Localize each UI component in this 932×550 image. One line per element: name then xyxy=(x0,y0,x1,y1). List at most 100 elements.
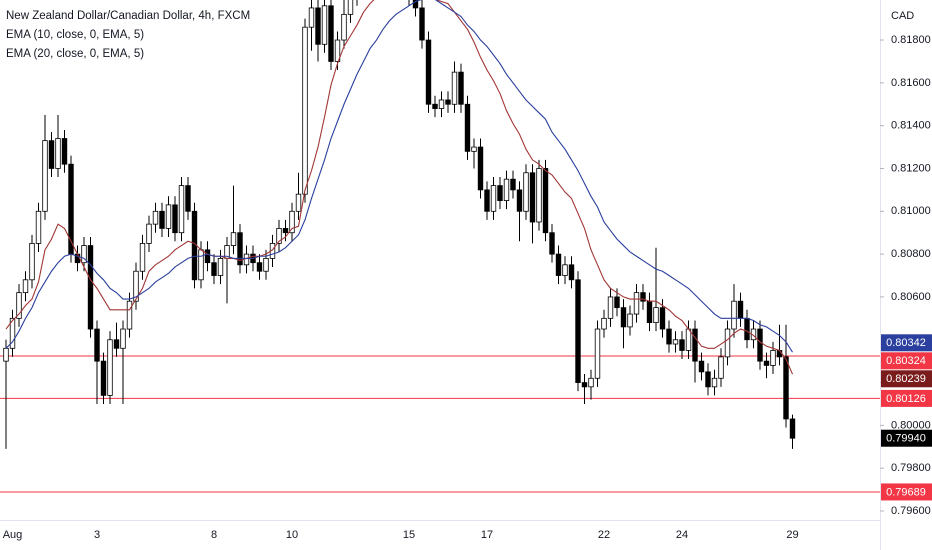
candle-body xyxy=(685,328,692,351)
candle-body xyxy=(438,99,445,109)
candle-body xyxy=(178,185,185,234)
price-marker-box xyxy=(881,352,932,370)
y-tick-label: 0.80000 xyxy=(891,419,931,431)
candle-body xyxy=(763,360,770,366)
candle-body xyxy=(217,257,224,276)
price-marker-label: 0.80239 xyxy=(886,373,926,385)
candle-body xyxy=(724,328,731,358)
candle-body xyxy=(276,228,282,244)
candle-body xyxy=(477,146,484,191)
candle-body xyxy=(347,0,354,15)
candle-body xyxy=(419,7,425,41)
x-tick-label: 15 xyxy=(403,529,415,541)
candle-body xyxy=(61,138,68,165)
currency-label: CAD xyxy=(891,10,914,22)
x-tick-label: 22 xyxy=(598,529,610,541)
candle-body xyxy=(646,300,653,324)
x-tick-label: 3 xyxy=(94,529,100,541)
candle-body xyxy=(263,257,269,272)
candle-body xyxy=(744,317,750,341)
price-marker-label: 0.80324 xyxy=(886,355,926,367)
candle-body xyxy=(666,328,672,345)
price-marker-box xyxy=(881,429,932,447)
candle-body xyxy=(126,300,133,330)
candle-body xyxy=(328,5,334,62)
candle-body xyxy=(770,350,776,366)
price-marker-box xyxy=(881,483,932,501)
candle-body xyxy=(42,140,48,212)
candle-body xyxy=(568,264,575,281)
candle-body xyxy=(523,172,529,212)
axes: 0.796000.798000.800000.802000.806000.808… xyxy=(3,34,931,541)
price-marker-label: 0.80342 xyxy=(886,337,926,349)
candle-body xyxy=(113,339,120,349)
y-tick-label: 0.81800 xyxy=(891,34,931,46)
candle-body xyxy=(146,223,152,244)
candle-body xyxy=(308,7,315,28)
legend-entry: EMA (10, close, 0, EMA, 5) xyxy=(6,29,144,41)
x-tick-label: 24 xyxy=(676,529,688,541)
candle-body xyxy=(516,189,523,212)
candle-body xyxy=(9,317,16,349)
price-marker-label: 0.80126 xyxy=(886,393,926,405)
price-marker-box xyxy=(881,370,932,388)
candle-body xyxy=(3,347,9,362)
y-tick-label: 0.79600 xyxy=(891,505,931,517)
candle-body xyxy=(594,328,601,379)
candle-body xyxy=(731,300,737,330)
candle-body xyxy=(529,172,536,223)
candle-body xyxy=(640,292,646,302)
candle-body xyxy=(159,210,165,229)
candle-body xyxy=(445,99,451,105)
ema-line xyxy=(5,0,794,375)
plot-area xyxy=(0,0,880,493)
candle-body xyxy=(672,339,679,345)
candle-body xyxy=(464,103,471,152)
candle-body xyxy=(237,232,243,266)
candle-body xyxy=(22,279,29,294)
candle-body xyxy=(81,245,87,264)
candle-body xyxy=(757,328,763,362)
x-tick-label: 10 xyxy=(286,529,298,541)
x-tick-label: 17 xyxy=(481,529,493,541)
candle-body xyxy=(698,360,705,373)
candle-body xyxy=(100,360,107,396)
candle-body xyxy=(575,279,581,383)
candle-body xyxy=(87,245,94,330)
candle-body xyxy=(16,292,22,319)
candle-body xyxy=(588,377,594,388)
y-tick-label: 0.81600 xyxy=(891,77,931,89)
candle-body xyxy=(653,307,659,324)
candle-body xyxy=(172,204,178,234)
candle-body xyxy=(48,140,55,169)
candle-body xyxy=(230,232,237,246)
candle-body xyxy=(484,189,490,212)
candle-body xyxy=(614,296,620,309)
candle-body xyxy=(718,356,724,379)
price-marker-label: 0.79940 xyxy=(886,433,926,445)
candle-body xyxy=(549,232,555,255)
candle-body xyxy=(737,300,744,319)
candle-body xyxy=(536,168,542,223)
candle-body xyxy=(601,317,607,330)
y-tick-label: 0.81400 xyxy=(891,120,931,132)
candle-body xyxy=(783,356,789,420)
candle-body xyxy=(289,210,295,234)
candle-body xyxy=(321,5,328,45)
candle-body xyxy=(334,39,341,62)
y-tick-label: 0.81000 xyxy=(891,205,931,217)
x-tick-label: 8 xyxy=(211,529,217,541)
y-tick-label: 0.80800 xyxy=(891,248,931,260)
candle-body xyxy=(165,204,172,229)
x-tick-label: 29 xyxy=(786,529,798,541)
candle-body xyxy=(211,262,217,276)
chart-title: New Zealand Dollar/Canadian Dollar, 4h, … xyxy=(6,10,250,22)
candle-body xyxy=(776,350,783,358)
y-tick-label: 0.79800 xyxy=(891,462,931,474)
candle-body xyxy=(295,193,302,212)
price-marker-box xyxy=(881,334,932,352)
candle-body xyxy=(633,292,640,315)
candle-body xyxy=(607,296,614,319)
